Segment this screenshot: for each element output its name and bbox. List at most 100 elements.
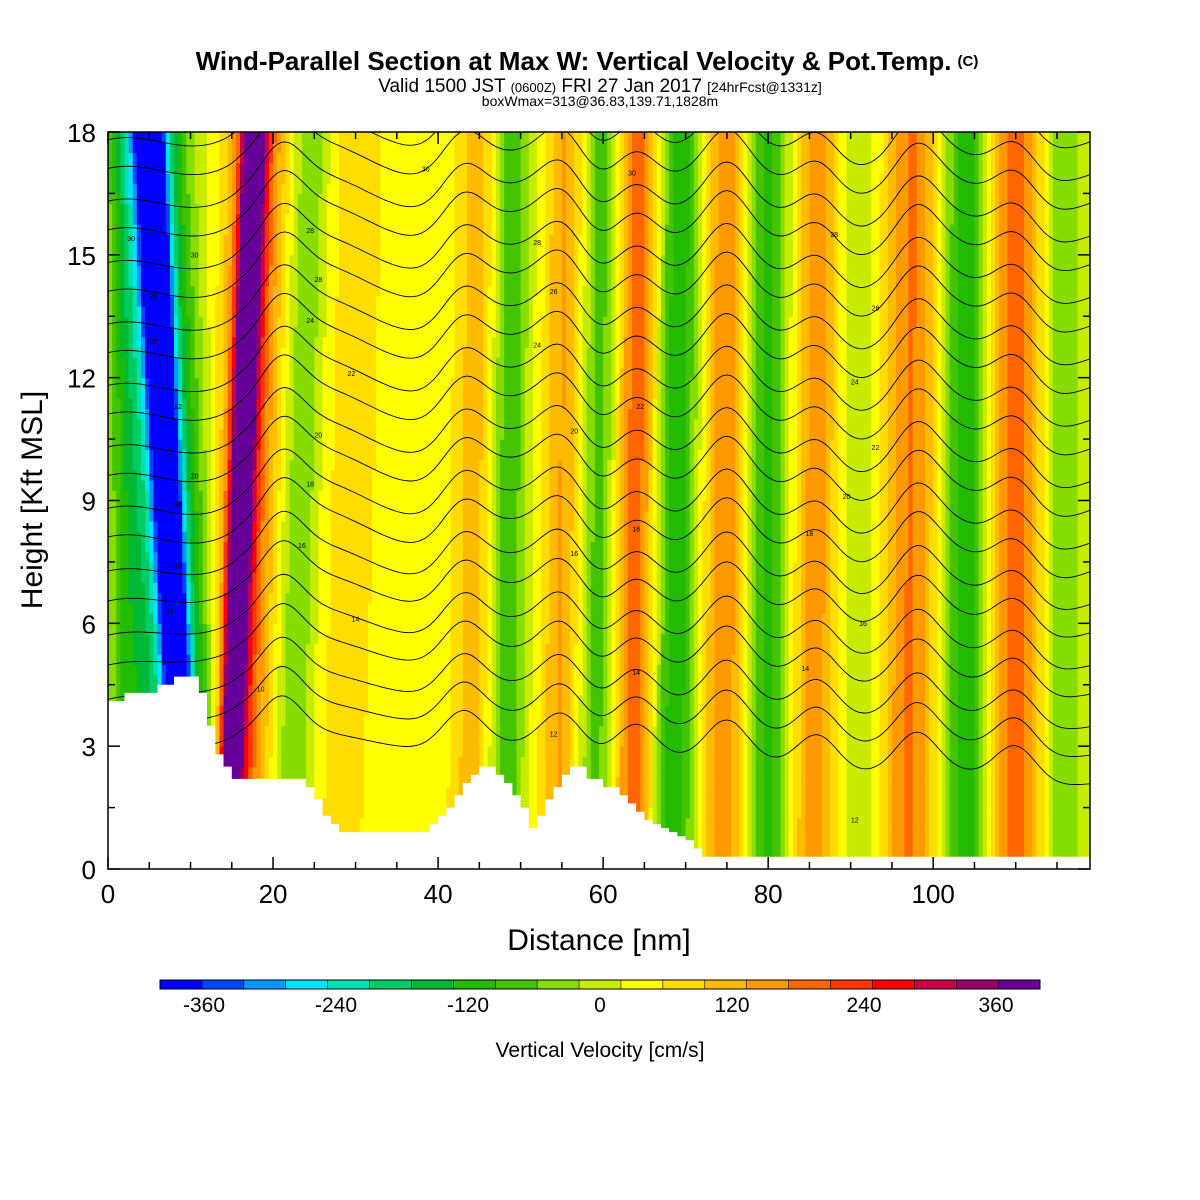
heat-cell bbox=[116, 500, 121, 512]
heat-cell bbox=[322, 387, 328, 399]
heat-cell bbox=[141, 275, 146, 287]
heat-cell bbox=[384, 817, 390, 829]
heat-cell bbox=[351, 510, 357, 522]
heat-cell bbox=[219, 592, 225, 604]
heat-cell bbox=[141, 418, 146, 430]
heat-cell bbox=[174, 316, 179, 328]
heat-cell bbox=[248, 162, 254, 174]
heat-cell bbox=[330, 756, 336, 768]
heat-cell bbox=[376, 623, 381, 635]
heat-cell bbox=[149, 234, 154, 246]
heat-cell bbox=[347, 439, 353, 450]
heat-cell bbox=[149, 387, 154, 399]
heat-cell bbox=[161, 306, 167, 317]
heat-cell bbox=[169, 572, 175, 583]
heat-cell bbox=[351, 756, 357, 768]
heat-cell bbox=[141, 336, 146, 348]
heat-cell bbox=[322, 592, 328, 604]
heat-cell bbox=[244, 285, 249, 297]
heat-cell bbox=[260, 367, 266, 379]
heat-cell bbox=[231, 295, 237, 307]
heat-cell bbox=[190, 142, 196, 154]
heat-cell bbox=[211, 541, 216, 553]
heat-cell bbox=[252, 285, 258, 297]
heat-cell bbox=[359, 213, 365, 225]
heat-cell bbox=[289, 244, 295, 256]
heat-cell bbox=[334, 684, 340, 696]
heat-cell bbox=[240, 582, 245, 594]
heat-cell bbox=[281, 142, 287, 154]
heat-cell bbox=[343, 705, 348, 717]
heat-cell bbox=[367, 213, 373, 225]
heat-cell bbox=[359, 285, 365, 297]
heat-cell bbox=[318, 346, 324, 358]
heat-cell bbox=[293, 766, 299, 778]
heat-cell bbox=[351, 592, 357, 604]
heat-cell bbox=[136, 643, 142, 655]
heat-cell bbox=[384, 541, 390, 553]
heat-cell bbox=[380, 224, 386, 235]
heat-cell bbox=[297, 244, 303, 256]
heat-cell bbox=[256, 541, 262, 553]
heat-cell bbox=[141, 541, 146, 553]
heat-cell bbox=[289, 387, 295, 399]
heat-cell bbox=[169, 183, 175, 195]
heat-cell bbox=[174, 613, 179, 624]
heat-cell bbox=[293, 602, 299, 614]
heat-cell bbox=[285, 602, 291, 614]
heat-cell bbox=[388, 613, 394, 624]
heat-cell bbox=[384, 654, 390, 665]
heat-cell bbox=[231, 684, 237, 696]
heat-cell bbox=[326, 807, 332, 819]
heat-cell bbox=[194, 132, 200, 143]
heat-cell bbox=[301, 193, 307, 205]
heat-cell bbox=[301, 602, 307, 614]
heat-cell bbox=[194, 142, 200, 154]
heat-cell bbox=[359, 572, 365, 583]
heat-cell bbox=[355, 265, 361, 276]
heat-cell bbox=[219, 725, 225, 737]
heat-cell bbox=[248, 725, 254, 737]
heat-cell bbox=[149, 469, 154, 481]
heat-cell bbox=[116, 490, 121, 502]
heat-cell bbox=[120, 664, 126, 676]
heat-cell bbox=[169, 643, 175, 655]
heat-cell bbox=[252, 541, 258, 553]
heat-cell bbox=[380, 234, 386, 246]
heat-cell bbox=[194, 172, 200, 184]
heat-cell bbox=[330, 613, 336, 624]
heat-cell bbox=[153, 203, 159, 215]
heat-cell bbox=[244, 224, 249, 235]
heat-cell bbox=[297, 398, 303, 409]
heat-cell bbox=[277, 664, 282, 676]
heat-cell bbox=[120, 162, 126, 174]
heat-cell bbox=[128, 234, 134, 246]
heat-cell bbox=[301, 664, 307, 676]
heat-cell bbox=[116, 469, 121, 481]
heat-cell bbox=[112, 387, 117, 399]
heat-cell bbox=[347, 746, 353, 758]
heat-cell bbox=[388, 807, 394, 819]
heat-cell bbox=[161, 152, 167, 164]
heat-cell bbox=[343, 265, 348, 276]
heat-cell bbox=[260, 377, 266, 389]
heat-cell bbox=[351, 132, 357, 143]
heat-cell bbox=[351, 480, 357, 491]
heat-cell bbox=[165, 142, 171, 154]
heat-cell bbox=[326, 572, 332, 583]
heat-cell bbox=[351, 633, 357, 645]
heat-cell bbox=[248, 766, 254, 778]
heat-cell bbox=[260, 654, 266, 665]
heat-cell bbox=[153, 254, 159, 266]
heat-cell bbox=[223, 510, 229, 522]
heat-cell bbox=[136, 193, 142, 205]
heat-cell bbox=[252, 439, 258, 450]
heat-cell bbox=[223, 408, 229, 420]
heat-cell bbox=[108, 428, 113, 440]
heat-cell bbox=[240, 357, 245, 369]
heat-cell bbox=[380, 705, 386, 717]
heat-cell bbox=[231, 244, 237, 256]
heat-cell bbox=[153, 142, 159, 154]
heat-cell bbox=[314, 213, 320, 225]
heat-cell bbox=[157, 613, 163, 624]
